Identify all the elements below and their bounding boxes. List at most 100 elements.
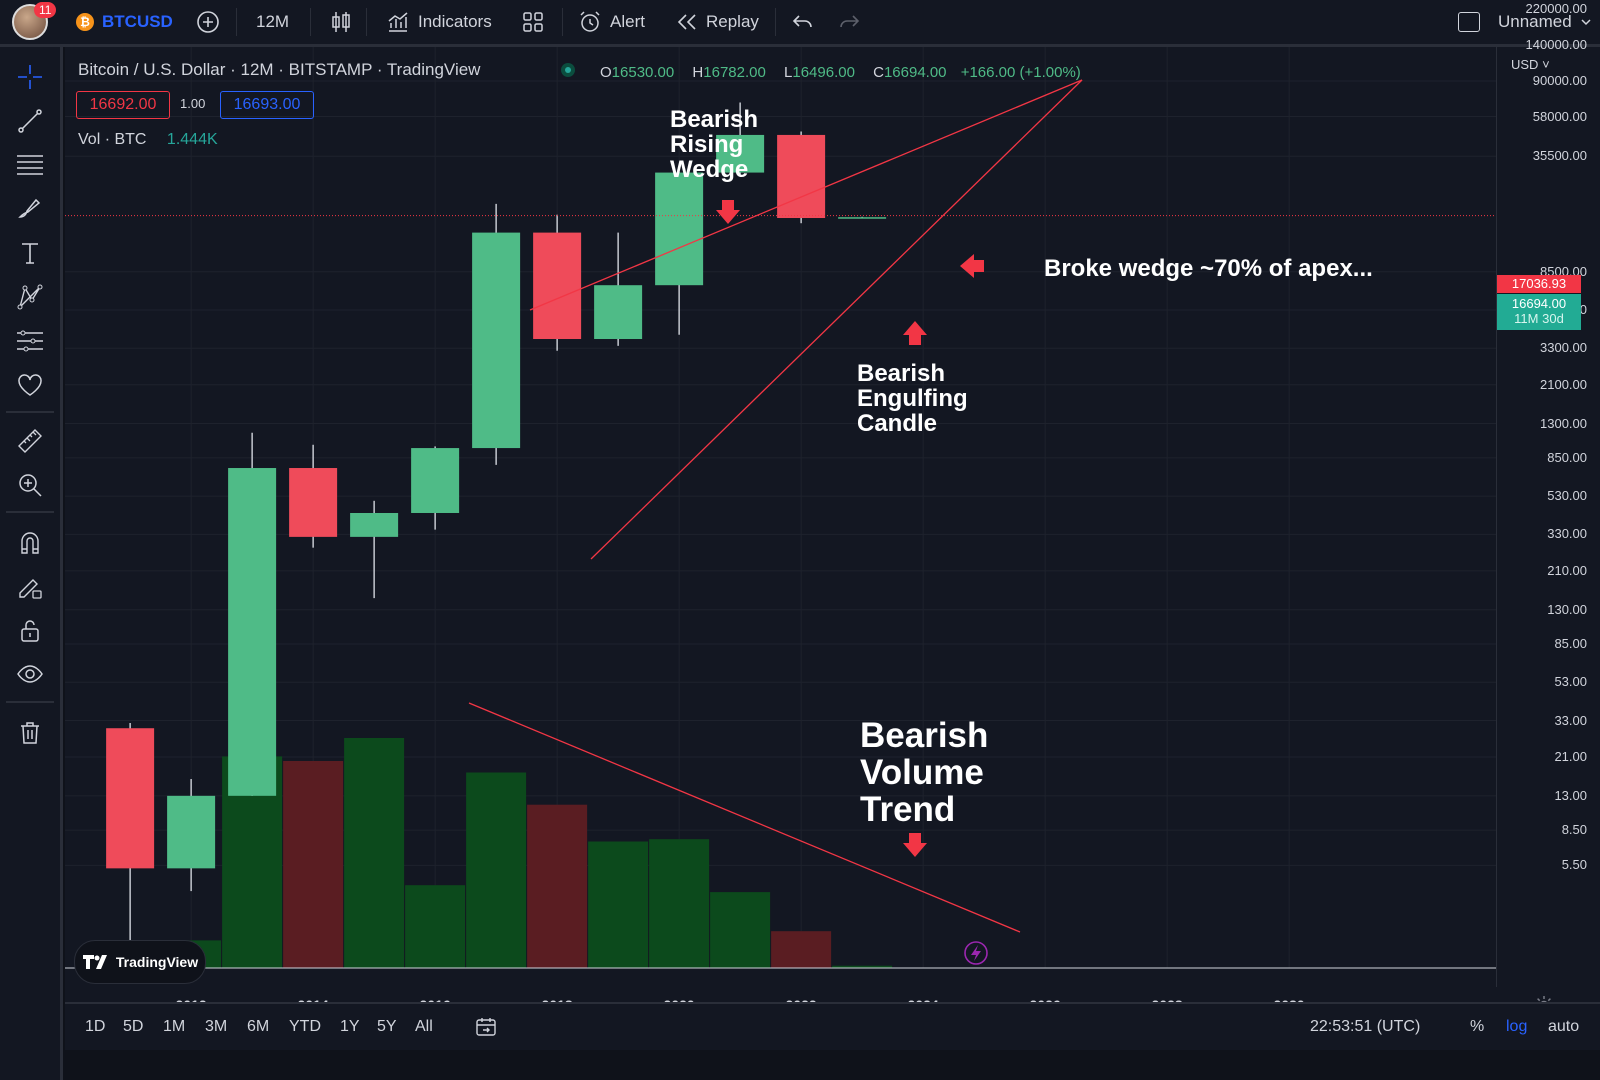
price-tick-label: 2100.00	[1540, 376, 1587, 392]
volume-bar	[466, 772, 527, 968]
favorites-tool[interactable]	[12, 367, 48, 403]
high-label: H	[692, 64, 704, 81]
brush-icon	[18, 198, 41, 218]
open-label: O	[600, 64, 612, 81]
engulfing-arrow-up-icon	[903, 321, 927, 345]
annotation-broke-wedge[interactable]: Broke wedge ~70% of apex...	[1044, 255, 1373, 282]
sell-button[interactable]: 16692.00	[76, 91, 170, 119]
heart-icon	[18, 374, 42, 396]
trash-icon	[21, 722, 39, 744]
auto-scale-toggle[interactable]: auto	[1548, 1018, 1580, 1035]
brush-tool[interactable]	[12, 191, 48, 227]
horizontal-lines-icon	[17, 155, 43, 175]
price-tick-label: 330.00	[1547, 526, 1587, 542]
ohlc-values: O16530.00 H16782.00 L16496.00 C16694.00 …	[600, 64, 1081, 81]
bitcoin-icon: ₿	[76, 13, 94, 31]
zoom-tool[interactable]	[12, 467, 48, 503]
text-tool[interactable]	[12, 235, 48, 271]
volume-bar	[710, 892, 771, 968]
timeframe-button-all[interactable]: All	[415, 1018, 433, 1035]
interval-button[interactable]: 12M	[256, 12, 290, 31]
magnet-tool[interactable]	[12, 525, 48, 561]
indicators-button[interactable]: Indicators	[386, 0, 492, 44]
log-scale-toggle[interactable]: log	[1506, 1018, 1528, 1035]
timeframe-button-ytd[interactable]: YTD	[289, 1018, 321, 1035]
fib-tool[interactable]	[12, 147, 48, 183]
trend-line-icon	[18, 109, 42, 133]
utc-clock[interactable]: 22:53:51 (UTC)	[1310, 1018, 1421, 1035]
timeframe-button-6m[interactable]: 6M	[247, 1018, 270, 1035]
indicators-icon	[388, 12, 408, 32]
market-status-dot[interactable]	[561, 63, 575, 77]
undo-button[interactable]	[792, 0, 814, 44]
undo-icon	[792, 15, 812, 28]
price-axis[interactable]: USD ˅ 220000.00 140000.00 90000.00 58000.00…	[1496, 1, 1600, 987]
lock-drawings-tool[interactable]	[12, 613, 48, 649]
annotation-engulfing-candle[interactable]: Bearish Engulfing Candle	[857, 360, 968, 438]
hide-drawings-tool[interactable]	[12, 657, 48, 693]
volume-bar	[283, 761, 344, 968]
layouts-button[interactable]	[522, 0, 544, 44]
calendar-range-icon	[476, 1018, 496, 1036]
timeframe-button-1y[interactable]: 1Y	[340, 1018, 360, 1035]
crosshair-tool[interactable]	[12, 59, 48, 95]
close-label: C	[873, 64, 884, 81]
price-tick-label: 530.00	[1547, 488, 1587, 504]
price-tick-label: 220000.00	[1525, 0, 1587, 16]
volume-arrow-down-icon	[903, 833, 927, 857]
crosshair-icon	[18, 65, 42, 89]
timeframe-button-1m[interactable]: 1M	[163, 1018, 186, 1035]
eye-icon	[17, 665, 43, 683]
price-tag-countdown: 11M 30d	[1514, 311, 1564, 326]
rewind-icon	[677, 14, 696, 30]
currency-selector[interactable]: USD ˅	[1511, 57, 1550, 72]
annotation-rising-wedge[interactable]: Bearish Rising Wedge	[670, 106, 759, 184]
trend-line-tool[interactable]	[12, 103, 48, 139]
candle-body	[594, 285, 643, 340]
text-icon	[22, 243, 38, 264]
alert-button[interactable]: Alert	[578, 0, 645, 44]
notification-badge: 11	[34, 2, 57, 18]
replay-button[interactable]: Replay	[676, 0, 759, 44]
events-marker-icon	[964, 941, 988, 965]
timeframe-button-5d[interactable]: 5D	[123, 1018, 144, 1035]
price-tick-label: 58000.00	[1532, 108, 1587, 124]
chart-type-button[interactable]	[330, 0, 352, 44]
fullscreen-toggle[interactable]	[1458, 0, 1480, 44]
candles-icon	[332, 12, 350, 32]
timeframe-button-1d[interactable]: 1D	[85, 1018, 106, 1035]
sliders-icon	[17, 330, 43, 352]
volume-trend-line	[468, 702, 1021, 933]
broke-arrow-left-icon	[960, 254, 984, 278]
price-tick-label: 850.00	[1547, 449, 1587, 465]
date-range-button[interactable]	[475, 1004, 497, 1050]
layout-name-button[interactable]: Unnamed	[1498, 0, 1592, 44]
top-toolbar: 11 ₿ BTCUSD 12M Indicators Alert Replay …	[0, 0, 1600, 47]
measure-tool[interactable]	[12, 423, 48, 459]
tradingview-watermark[interactable]: TradingView	[74, 940, 206, 984]
price-tick-label: 8.50	[1561, 822, 1587, 838]
chevron-down-icon: ˅	[1538, 57, 1550, 72]
timeframe-button-3m[interactable]: 3M	[205, 1018, 228, 1035]
avatar[interactable]: 11	[12, 0, 57, 44]
pattern-tool[interactable]	[12, 279, 48, 315]
symbol-search[interactable]: ₿ BTCUSD	[76, 0, 173, 44]
volume-label: Vol · BTC	[78, 131, 147, 148]
forecast-tool[interactable]	[12, 323, 48, 359]
timeframe-button-5y[interactable]: 5Y	[377, 1018, 397, 1035]
buy-button[interactable]: 16693.00	[220, 91, 314, 119]
annotation-volume-trend[interactable]: Bearish Volume Trend	[860, 716, 989, 829]
remove-drawings-tool[interactable]	[12, 715, 48, 751]
price-tag-red: 17036.93	[1497, 275, 1581, 293]
drawing-toolbar	[0, 47, 63, 1080]
volume-bar	[405, 885, 466, 968]
stay-in-drawing-tool[interactable]	[12, 569, 48, 605]
magnet-icon	[21, 532, 39, 554]
percent-scale-toggle[interactable]: %	[1470, 1018, 1485, 1035]
price-chart[interactable]	[65, 47, 1600, 997]
change-value: +166.00 (+1.00%)	[960, 64, 1081, 81]
candle-body	[350, 512, 399, 537]
compare-button[interactable]	[196, 0, 220, 44]
candle-body	[533, 232, 582, 340]
redo-button[interactable]	[838, 0, 860, 44]
